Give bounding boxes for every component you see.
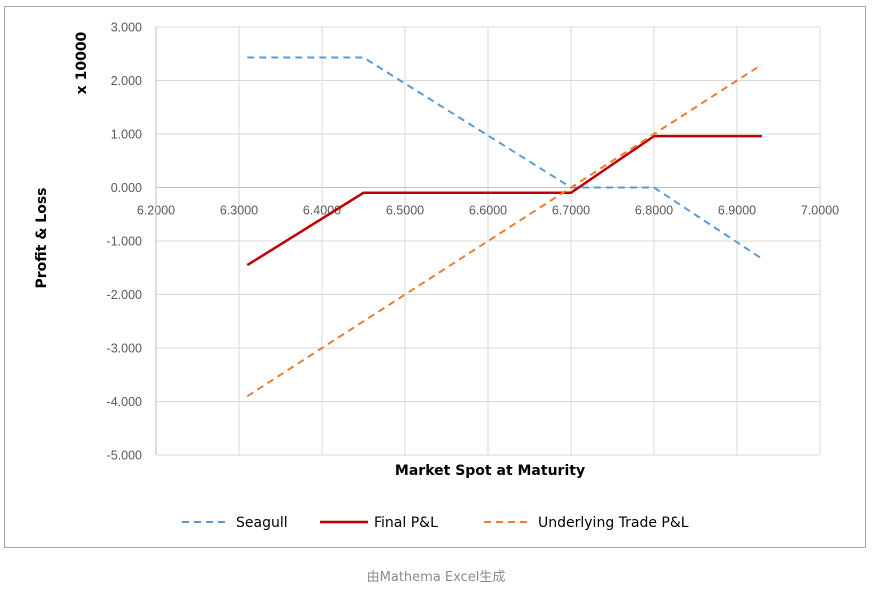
chart-frame bbox=[4, 6, 866, 548]
x-axis-title: Market Spot at Maturity bbox=[395, 463, 585, 479]
y-tick-label: -3.000 bbox=[107, 342, 142, 356]
y-tick-label: 2.000 bbox=[111, 74, 142, 88]
y-tick-label: 3.000 bbox=[111, 21, 142, 35]
x-tick-label: 6.3000 bbox=[220, 204, 258, 218]
x-tick-label: 6.5000 bbox=[386, 204, 424, 218]
y-tick-label: 0.000 bbox=[111, 181, 142, 195]
y-tick-label: -4.000 bbox=[107, 395, 142, 409]
chart-caption: 由Mathema Excel生成 bbox=[366, 570, 506, 585]
x-tick-label: 6.7000 bbox=[552, 204, 590, 218]
multiplier-label: x 10000 bbox=[74, 31, 90, 94]
series-line-seagull bbox=[247, 56, 763, 260]
series-line-underlying-trade-p-l bbox=[246, 63, 763, 398]
legend-label: Seagull bbox=[236, 515, 288, 531]
y-tick-label: -1.000 bbox=[107, 235, 142, 249]
y-tick-label: -5.000 bbox=[107, 449, 142, 463]
x-tick-label: 6.8000 bbox=[635, 204, 673, 218]
x-tick-label: 6.9000 bbox=[718, 204, 756, 218]
legend-label: Underlying Trade P&L bbox=[538, 515, 689, 531]
series-line-final-p-l bbox=[246, 134, 762, 267]
y-tick-label: -2.000 bbox=[107, 288, 142, 302]
x-tick-label: 7.0000 bbox=[801, 204, 839, 218]
legend-label: Final P&L bbox=[374, 515, 438, 531]
y-tick-label: 1.000 bbox=[111, 128, 142, 142]
y-axis-title: Profit & Loss bbox=[34, 187, 50, 288]
x-tick-label: 6.6000 bbox=[469, 204, 507, 218]
